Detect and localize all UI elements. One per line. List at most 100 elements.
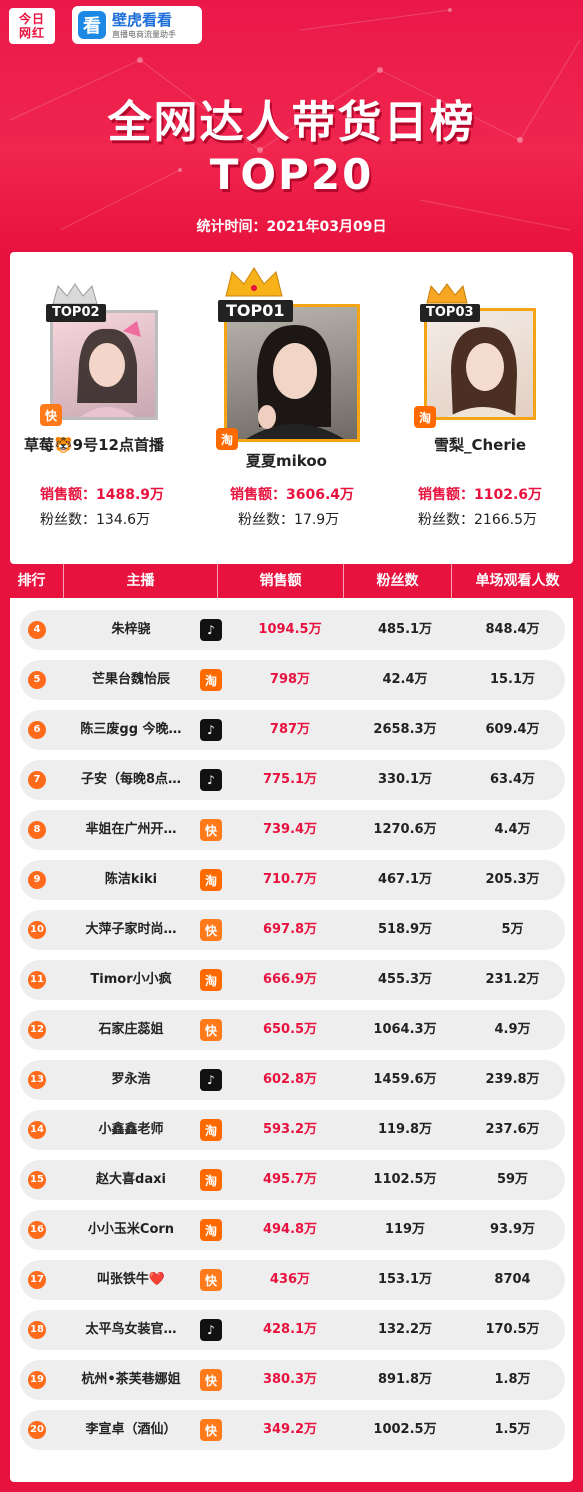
taobao-icon: 淘 xyxy=(200,1219,222,1241)
anchor-name: Timor小小疯 xyxy=(90,972,172,987)
kuaishou-icon: 快 xyxy=(200,1269,222,1291)
header-fans: 粉丝数 xyxy=(344,564,452,598)
fans-value: 119万 xyxy=(384,1222,426,1237)
fans-label: 粉丝数： xyxy=(40,512,96,528)
table-row[interactable]: 11 Timor小小疯 淘 666.9万 455.3万 231.2万 xyxy=(20,960,565,1000)
header-sales: 销售额 xyxy=(218,564,344,598)
views-value: 1.5万 xyxy=(494,1422,531,1437)
views-value: 5万 xyxy=(501,922,524,937)
table-row[interactable]: 19 杭州•茶芙巷娜姐 快 380.3万 891.8万 1.8万 xyxy=(20,1360,565,1400)
rank-badge: 11 xyxy=(28,971,46,989)
avatar-first xyxy=(224,304,360,442)
taobao-icon: 淘 xyxy=(200,869,222,891)
views-value: 4.4万 xyxy=(494,822,531,837)
podium-third-sales: 1102.6万 xyxy=(474,487,543,503)
views-value: 4.9万 xyxy=(494,1022,531,1037)
views-value: 59万 xyxy=(496,1172,529,1187)
taobao-icon: 淘 xyxy=(200,669,222,691)
fans-value: 891.8万 xyxy=(377,1372,433,1387)
views-value: 63.4万 xyxy=(489,772,536,787)
anchor-name: 杭州•茶芙巷娜姐 xyxy=(81,1372,181,1387)
logo-line-2: 网红 xyxy=(18,26,45,40)
gold-crown-icon xyxy=(225,267,283,297)
podium-second-sales: 1488.9万 xyxy=(96,487,165,503)
sales-value: 380.3万 xyxy=(262,1372,318,1387)
anchor-name: 罗永浩 xyxy=(111,1072,151,1087)
table-row[interactable]: 18 太平鸟女装官… ♪ 428.1万 132.2万 170.5万 xyxy=(20,1310,565,1350)
table-row[interactable]: 7 子安（每晚8点… ♪ 775.1万 330.1万 63.4万 xyxy=(20,760,565,800)
sales-value: 697.8万 xyxy=(262,922,318,937)
table-row[interactable]: 8 芈姐在广州开… 快 739.4万 1270.6万 4.4万 xyxy=(20,810,565,850)
table-row[interactable]: 9 陈洁kiki 淘 710.7万 467.1万 205.3万 xyxy=(20,860,565,900)
footer-card xyxy=(10,1450,573,1482)
anchor-name: 叫张铁牛❤️ xyxy=(96,1272,166,1287)
header-rank: 排行 xyxy=(0,564,64,598)
network-background-graphic xyxy=(9,8,581,231)
sales-value: 1094.5万 xyxy=(258,622,322,637)
rank-tag-second: TOP02 xyxy=(46,304,106,322)
table-row[interactable]: 20 李宣卓（酒仙） 快 349.2万 1002.5万 1.5万 xyxy=(20,1410,565,1450)
fans-value: 153.1万 xyxy=(377,1272,433,1287)
sales-value: 798万 xyxy=(269,672,311,687)
views-value: 1.8万 xyxy=(494,1372,531,1387)
anchor-name: 陈洁kiki xyxy=(104,872,158,887)
kuaishou-icon: 快 xyxy=(200,1019,222,1041)
table-row[interactable]: 12 石家庄蕊姐 快 650.5万 1064.3万 4.9万 xyxy=(20,1010,565,1050)
anchor-name: 朱梓骁 xyxy=(111,622,151,637)
anchor-name: 赵大喜daxi xyxy=(96,1172,166,1187)
header-banner: 今日 网红 看 壁虎看看 直播电商流量助手 全网达人带货日榜 TOP20 统计时… xyxy=(0,0,583,252)
bronze-crown-icon xyxy=(426,283,468,304)
table-row[interactable]: 14 小鑫鑫老师 淘 593.2万 119.8万 237.6万 xyxy=(20,1110,565,1150)
anchor-name: 芈姐在广州开… xyxy=(85,822,177,837)
table-row[interactable]: 17 叫张铁牛❤️ 快 436万 153.1万 8704 xyxy=(20,1260,565,1300)
table-row[interactable]: 6 陈三废gg 今晚… ♪ 787万 2658.3万 609.4万 xyxy=(20,710,565,750)
fans-value: 1459.6万 xyxy=(373,1072,437,1087)
top3-podium: TOP02 快 草莓🐯9号12点首播 销售额：1488.9万 粉丝数：134.6… xyxy=(10,252,573,564)
fans-value: 119.8万 xyxy=(377,1122,433,1137)
fans-value: 1002.5万 xyxy=(373,1422,437,1437)
sales-value: 436万 xyxy=(269,1272,311,1287)
douyin-icon: ♪ xyxy=(200,719,222,741)
podium-first-name: 夏夏mikoo xyxy=(246,452,327,470)
taobao-icon: 淘 xyxy=(200,969,222,991)
kuaishou-icon: 快 xyxy=(200,1369,222,1391)
table-row[interactable]: 15 赵大喜daxi 淘 495.7万 1102.5万 59万 xyxy=(20,1160,565,1200)
anchor-name: 芒果台魏怡辰 xyxy=(91,672,170,687)
views-value: 205.3万 xyxy=(485,872,540,887)
bhkk-name: 壁虎看看 xyxy=(112,10,173,29)
fans-value: 42.4万 xyxy=(382,672,428,687)
taobao-icon: 淘 xyxy=(200,1119,222,1141)
fans-value: 455.3万 xyxy=(377,972,433,987)
table-row[interactable]: 13 罗永浩 ♪ 602.8万 1459.6万 239.8万 xyxy=(20,1060,565,1100)
table-row[interactable]: 10 大萍子家时尚… 快 697.8万 518.9万 5万 xyxy=(20,910,565,950)
anchor-name: 大萍子家时尚… xyxy=(85,922,177,937)
sales-value: 739.4万 xyxy=(262,822,318,837)
sales-value: 602.8万 xyxy=(262,1072,318,1087)
rank-badge: 20 xyxy=(28,1421,46,1439)
fans-value: 132.2万 xyxy=(377,1322,433,1337)
kan-logo-icon: 看 xyxy=(78,11,106,39)
anchor-name: 小鑫鑫老师 xyxy=(98,1122,164,1137)
sales-value: 349.2万 xyxy=(262,1422,318,1437)
table-row[interactable]: 5 芒果台魏怡辰 淘 798万 42.4万 15.1万 xyxy=(20,660,565,700)
podium-first-sales: 3606.4万 xyxy=(286,487,355,503)
taobao-icon: 淘 xyxy=(414,406,436,428)
avatar-third xyxy=(424,308,536,420)
bihu-kankan-logo: 看 壁虎看看 直播电商流量助手 xyxy=(72,6,202,44)
views-value: 239.8万 xyxy=(485,1072,540,1087)
fans-value: 467.1万 xyxy=(377,872,433,887)
podium-second-fans: 134.6万 xyxy=(96,512,151,528)
sales-value: 593.2万 xyxy=(262,1122,318,1137)
fans-value: 485.1万 xyxy=(377,622,433,637)
rank-badge: 16 xyxy=(28,1221,46,1239)
fans-value: 330.1万 xyxy=(377,772,433,787)
rank-badge: 14 xyxy=(28,1121,46,1139)
bhkk-slogan: 直播电商流量助手 xyxy=(112,29,176,39)
fans-value: 2658.3万 xyxy=(373,722,437,737)
avatar-third-illustration xyxy=(448,327,518,417)
sales-label: 销售额： xyxy=(40,487,96,503)
douyin-icon: ♪ xyxy=(200,1069,222,1091)
table-row[interactable]: 16 小小玉米Corn 淘 494.8万 119万 93.9万 xyxy=(20,1210,565,1250)
podium-second-name: 草莓🐯9号12点首播 xyxy=(24,436,164,454)
table-row[interactable]: 4 朱梓骁 ♪ 1094.5万 485.1万 848.4万 xyxy=(20,610,565,650)
